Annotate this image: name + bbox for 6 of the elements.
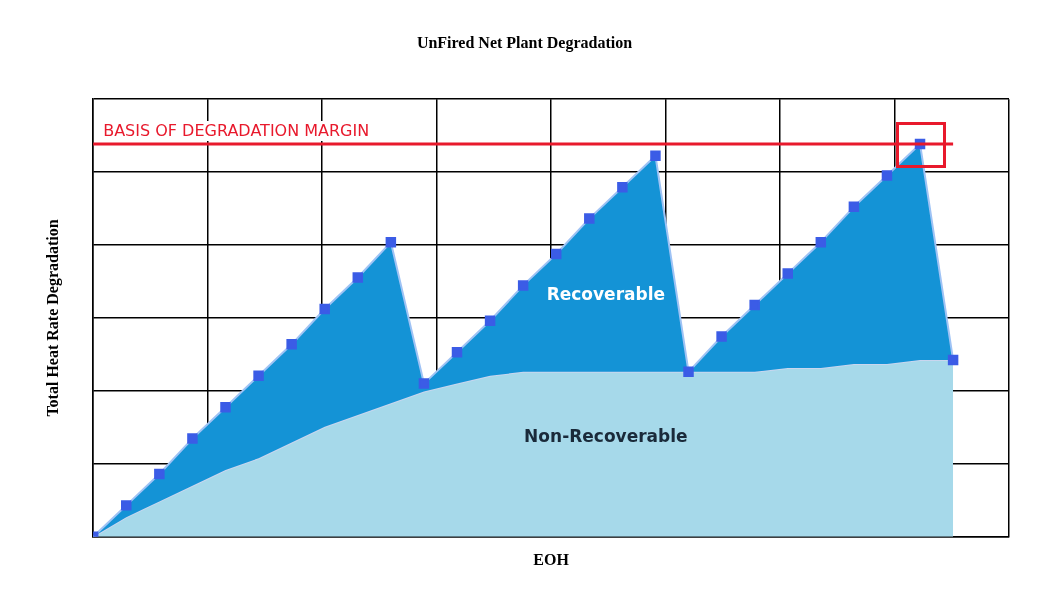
series-label: Recoverable	[546, 283, 666, 304]
chart-title: UnFired Net Plant Degradation	[416, 33, 633, 52]
series-label: Non-Recoverable	[524, 426, 688, 447]
ref-line-label: BASIS OF DEGRADATION MARGIN	[103, 121, 370, 141]
x-axis-title: EOH	[533, 550, 570, 568]
y-axis-title: Total Heat Rate Degradation	[43, 219, 62, 417]
